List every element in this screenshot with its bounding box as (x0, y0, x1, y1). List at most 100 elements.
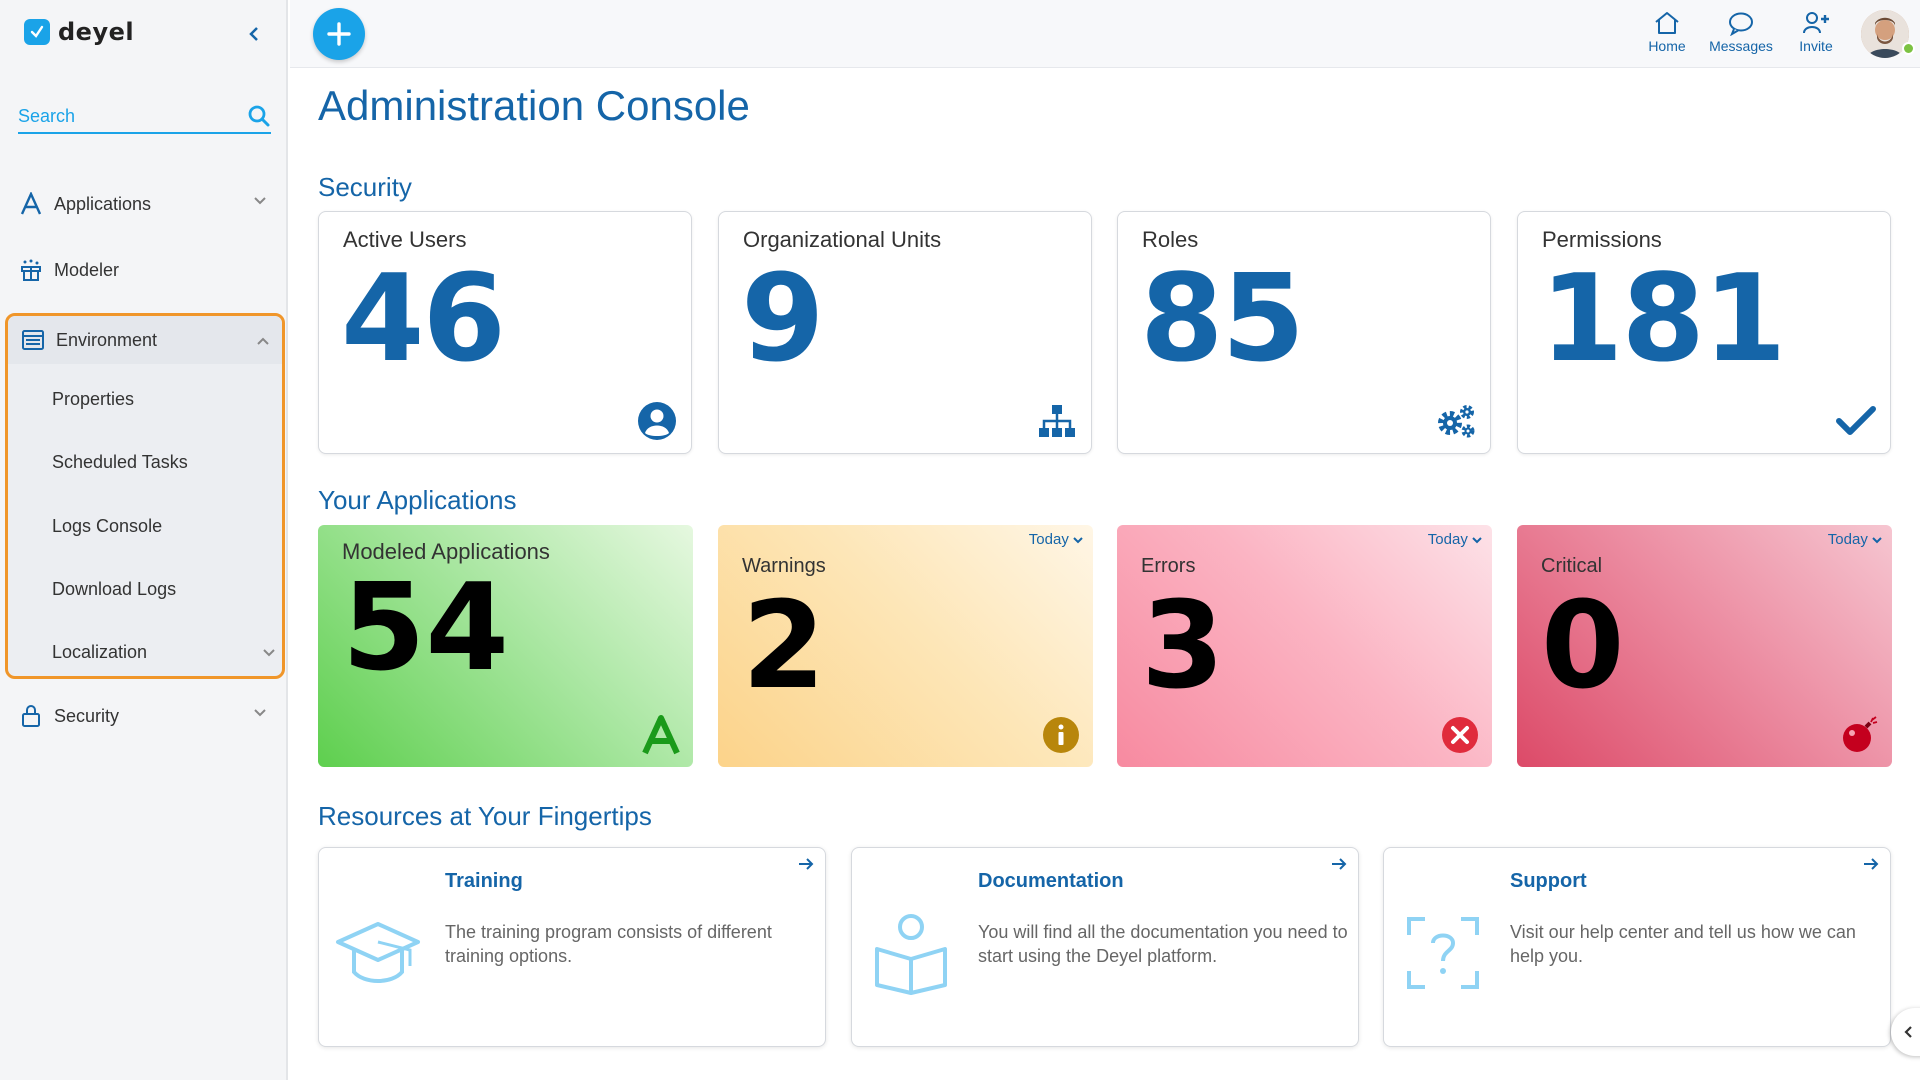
card-value: 9 (741, 250, 824, 389)
card-label: Organizational Units (743, 227, 942, 252)
chevron-down-icon (254, 709, 266, 717)
critical-card[interactable]: Today Critical 0 (1517, 525, 1892, 767)
app-a-icon (639, 713, 683, 757)
filter-label: Today (1427, 531, 1468, 548)
filter-label: Today (1028, 531, 1069, 548)
add-button[interactable] (313, 8, 365, 60)
user-circle-icon (635, 399, 679, 443)
arrow-right-icon (799, 858, 814, 870)
expand-panel-button[interactable] (1891, 1008, 1920, 1056)
resources-section-title: Resources at Your Fingertips (318, 801, 652, 831)
avatar[interactable] (1861, 10, 1909, 58)
sidebar-subitem-scheduled-tasks[interactable]: Scheduled Tasks (52, 452, 188, 472)
card-value: 3 (1141, 577, 1225, 716)
search-input[interactable] (18, 105, 218, 127)
online-status-indicator (1902, 42, 1915, 55)
invite-label: Invite (1799, 38, 1833, 54)
modeled-applications-card[interactable]: Modeled Applications 54 (318, 525, 693, 767)
home-icon (1655, 12, 1679, 34)
sidebar-subitem-label: Localization (52, 642, 148, 662)
chat-icon (1729, 12, 1753, 36)
top-bar: Home Messages Invite (290, 0, 1920, 68)
invite-button[interactable]: Invite (1781, 10, 1851, 54)
filter-label: Today (1827, 531, 1868, 548)
graduation-cap-icon (333, 908, 423, 998)
security-section-title: Security (318, 172, 412, 202)
error-x-icon (1438, 713, 1482, 757)
sidebar-item-label: Applications (54, 193, 152, 214)
bomb-icon (1838, 713, 1882, 757)
book-reader-icon (866, 908, 956, 998)
chevron-down-icon (1073, 537, 1083, 544)
gears-icon (1434, 399, 1478, 443)
messages-button[interactable]: Messages (1706, 10, 1776, 54)
help-question-icon (1398, 908, 1488, 998)
chevron-down-icon (1472, 537, 1482, 544)
chevron-down-icon (254, 197, 266, 205)
sidebar-item-security[interactable]: Security (18, 696, 273, 736)
sidebar-item-label: Modeler (54, 259, 120, 280)
applications-icon (18, 191, 44, 217)
card-label: Permissions (1542, 227, 1662, 252)
resource-description: Visit our help center and tell us how we… (1510, 922, 1856, 967)
warnings-card[interactable]: Today Warnings 2 (718, 525, 1093, 767)
organizational-units-card[interactable]: Organizational Units 9 (718, 211, 1092, 454)
sidebar-subitem-download-logs[interactable]: Download Logs (52, 579, 177, 599)
environment-section: Environment Properties Scheduled Tasks L… (5, 313, 285, 679)
card-value: 46 (341, 250, 506, 389)
card-label: Errors (1141, 555, 1196, 577)
card-value: 85 (1140, 250, 1305, 389)
applications-section-title: Your Applications (318, 485, 517, 515)
training-card[interactable]: Training The training program consists o… (318, 847, 826, 1047)
lock-icon (18, 703, 44, 729)
errors-card[interactable]: Today Errors 3 (1117, 525, 1492, 767)
time-filter-dropdown[interactable]: Today (1029, 531, 1083, 548)
card-value: 54 (342, 559, 509, 698)
card-value: 181 (1540, 250, 1786, 389)
sidebar: deyel Applications Modeler Environment P… (0, 0, 288, 1080)
home-label: Home (1648, 38, 1686, 54)
time-filter-dropdown[interactable]: Today (1828, 531, 1882, 548)
brand-logo[interactable]: deyel (24, 18, 134, 46)
sidebar-subitem-logs-console[interactable]: Logs Console (52, 516, 163, 536)
sidebar-item-label: Environment (56, 329, 158, 350)
chevron-down-icon (263, 649, 275, 657)
arrow-right-icon (1332, 858, 1347, 870)
resource-title: Training (445, 870, 523, 892)
sidebar-subitem-localization[interactable]: Localization (52, 637, 275, 667)
card-label: Critical (1541, 555, 1603, 577)
support-card[interactable]: Support Visit our help center and tell u… (1383, 847, 1891, 1047)
sidebar-subitem-properties[interactable]: Properties (52, 389, 135, 409)
resource-description: You will find all the documentation you … (978, 922, 1348, 967)
search-box (18, 100, 271, 134)
deyel-logo-icon (24, 19, 50, 45)
card-label: Warnings (742, 555, 826, 577)
user-photo-icon (1861, 10, 1909, 58)
sidebar-item-applications[interactable]: Applications (18, 184, 273, 224)
environment-icon (20, 327, 46, 353)
chevron-up-icon (257, 337, 269, 345)
sidebar-item-environment[interactable]: Environment (8, 316, 282, 364)
resource-title: Documentation (978, 870, 1124, 892)
resource-description: The training program consists of differe… (445, 922, 772, 967)
messages-label: Messages (1709, 38, 1773, 54)
roles-card[interactable]: Roles 85 (1117, 211, 1491, 454)
documentation-card[interactable]: Documentation You will find all the docu… (851, 847, 1359, 1047)
chevron-down-icon (1872, 537, 1882, 544)
card-label: Modeled Applications (342, 539, 550, 564)
home-button[interactable]: Home (1632, 10, 1702, 54)
search-icon[interactable] (247, 104, 271, 128)
sidebar-item-modeler[interactable]: Modeler (18, 250, 273, 290)
chevron-left-icon (1904, 1026, 1912, 1038)
plus-icon (327, 22, 351, 46)
permissions-card[interactable]: Permissions 181 (1517, 211, 1891, 454)
add-user-icon (1803, 12, 1829, 34)
card-value: 2 (742, 577, 826, 716)
time-filter-dropdown[interactable]: Today (1428, 531, 1482, 548)
active-users-card[interactable]: Active Users 46 (318, 211, 692, 454)
card-label: Active Users (343, 227, 467, 252)
chevron-left-icon (249, 27, 258, 41)
collapse-sidebar-button[interactable] (240, 20, 268, 48)
check-icon (1834, 399, 1878, 443)
card-value: 0 (1541, 577, 1625, 716)
